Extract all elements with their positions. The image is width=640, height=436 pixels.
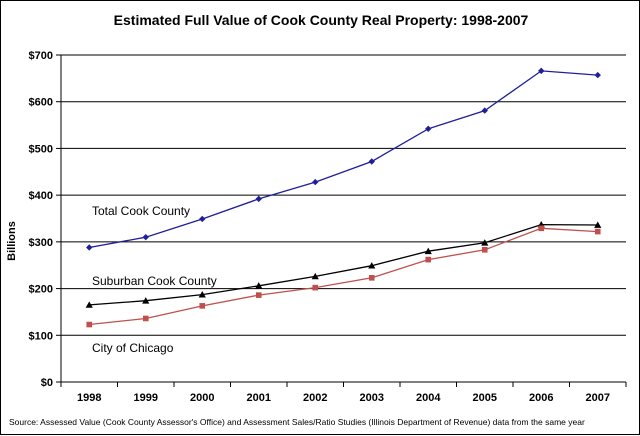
- x-tick-label-1998: 1998: [77, 392, 101, 404]
- point-total-cook-county-2003: [368, 158, 375, 165]
- point-total-cook-county-2004: [425, 125, 432, 133]
- point-suburban-cook-county-2004: [424, 247, 432, 255]
- point-city-of-chicago-2005: [481, 246, 488, 253]
- source-note: Source: Assessed Value (Cook County Asse…: [9, 417, 585, 427]
- point-total-cook-county-2007: [594, 71, 601, 79]
- point-suburban-cook-county-2005: [481, 239, 489, 246]
- y-tick-label-500: $500: [29, 143, 53, 155]
- point-total-cook-county-2006: [538, 67, 545, 75]
- x-tick-label-2003: 2003: [360, 392, 384, 404]
- series-group: [85, 67, 602, 328]
- chart-title: Estimated Full Value of Cook County Real…: [114, 12, 529, 28]
- point-suburban-cook-county-2002: [311, 272, 319, 280]
- x-tick-label-2000: 2000: [190, 392, 214, 404]
- point-total-cook-county-2002: [312, 178, 319, 186]
- y-tick-label-700: $700: [29, 50, 53, 62]
- y-tick-label-300: $300: [29, 237, 53, 249]
- x-tick-label-2001: 2001: [247, 392, 271, 404]
- point-total-cook-county-1999: [142, 233, 149, 241]
- point-total-cook-county-2005: [481, 107, 488, 114]
- point-suburban-cook-county-1998: [85, 301, 93, 308]
- point-city-of-chicago-1998: [86, 321, 93, 328]
- point-city-of-chicago-2002: [312, 284, 319, 291]
- point-suburban-cook-county-2003: [368, 262, 376, 269]
- series-line-total-cook-county: [89, 70, 598, 249]
- y-tick-label-400: $400: [29, 190, 53, 202]
- y-tick-label-600: $600: [29, 97, 53, 109]
- point-city-of-chicago-2007: [594, 228, 601, 235]
- y-tick-label-100: $100: [29, 330, 53, 342]
- annotation-suburban-cook-county: Suburban Cook County: [92, 274, 217, 288]
- point-city-of-chicago-2006: [538, 225, 545, 232]
- y-tick-labels: $0 $100 $200 $300 $400 $500 $600 $700: [29, 50, 53, 389]
- x-tick-label-2006: 2006: [529, 392, 553, 404]
- x-tick-label-2004: 2004: [416, 392, 441, 404]
- point-city-of-chicago-1999: [142, 315, 149, 322]
- series-city-of-chicago: [86, 225, 601, 328]
- x-tick-label-1999: 1999: [134, 392, 158, 404]
- point-city-of-chicago-2001: [255, 292, 262, 298]
- point-total-cook-county-2001: [255, 195, 262, 203]
- series-suburban-cook-county: [85, 220, 602, 308]
- point-city-of-chicago-2000: [199, 303, 206, 309]
- point-suburban-cook-county-2000: [198, 291, 206, 298]
- series-total-cook-county: [86, 67, 601, 251]
- point-total-cook-county-2000: [199, 215, 206, 223]
- point-suburban-cook-county-2007: [594, 221, 602, 228]
- axes: [56, 54, 627, 387]
- series-line-suburban-cook-county: [89, 223, 598, 306]
- y-tick-label-0: $0: [41, 377, 53, 389]
- series-line-city-of-chicago: [89, 227, 598, 326]
- x-tick-label-2002: 2002: [303, 392, 327, 404]
- point-city-of-chicago-2003: [368, 275, 375, 281]
- point-city-of-chicago-2004: [425, 256, 432, 263]
- annotation-city-of-chicago: City of Chicago: [92, 341, 174, 355]
- x-tick-label-2005: 2005: [473, 392, 497, 404]
- x-tick-labels: 1998 1999 2000 2001 2002 2003 2004 2005 2006 2007: [77, 392, 610, 404]
- point-total-cook-county-1998: [86, 244, 93, 251]
- x-tick-label-2007: 2007: [586, 392, 610, 404]
- annotation-total-cook-county: Total Cook County: [92, 204, 190, 218]
- gridlines: [61, 54, 626, 336]
- y-tick-label-200: $200: [29, 284, 53, 296]
- point-suburban-cook-county-1999: [142, 297, 150, 304]
- point-suburban-cook-county-2001: [255, 282, 263, 289]
- y-axis-title: Billions: [6, 221, 18, 261]
